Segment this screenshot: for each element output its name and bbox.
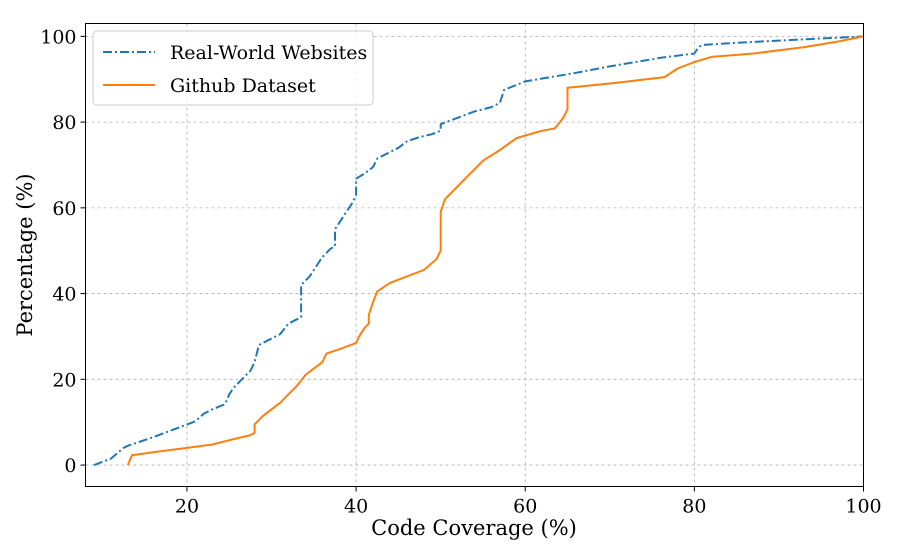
y-tick-label-100: 100 [40,26,76,48]
legend-label-github-dataset: Github Dataset [170,75,316,97]
y-tick-label-20: 20 [52,369,76,391]
x-tick-label-40: 40 [344,496,368,518]
plot-frame [85,23,864,487]
axis-ticks: 20 40 60 80 100 0 20 40 60 80 100 [40,26,881,517]
y-tick-label-0: 0 [64,455,76,477]
x-tick-label-100: 100 [845,496,881,518]
x-tick-label-60: 60 [513,496,537,518]
grid-lines [85,23,864,487]
y-tick-label-60: 60 [52,198,76,220]
legend-label-real-world-websites: Real-World Websites [170,42,367,64]
x-axis-label: Code Coverage (%) [371,516,577,540]
x-tick-label-80: 80 [682,496,706,518]
series-lines [93,35,864,467]
y-tick-label-80: 80 [52,112,76,134]
y-tick-label-40: 40 [52,284,76,306]
legend-box [92,30,374,106]
y-axis-label: Percentage (%) [13,173,37,336]
legend: Real-World Websites Github Dataset [92,30,374,106]
series-line-github-dataset [126,35,864,466]
x-tick-label-20: 20 [175,496,199,518]
series-line-real-world-websites [93,35,864,467]
